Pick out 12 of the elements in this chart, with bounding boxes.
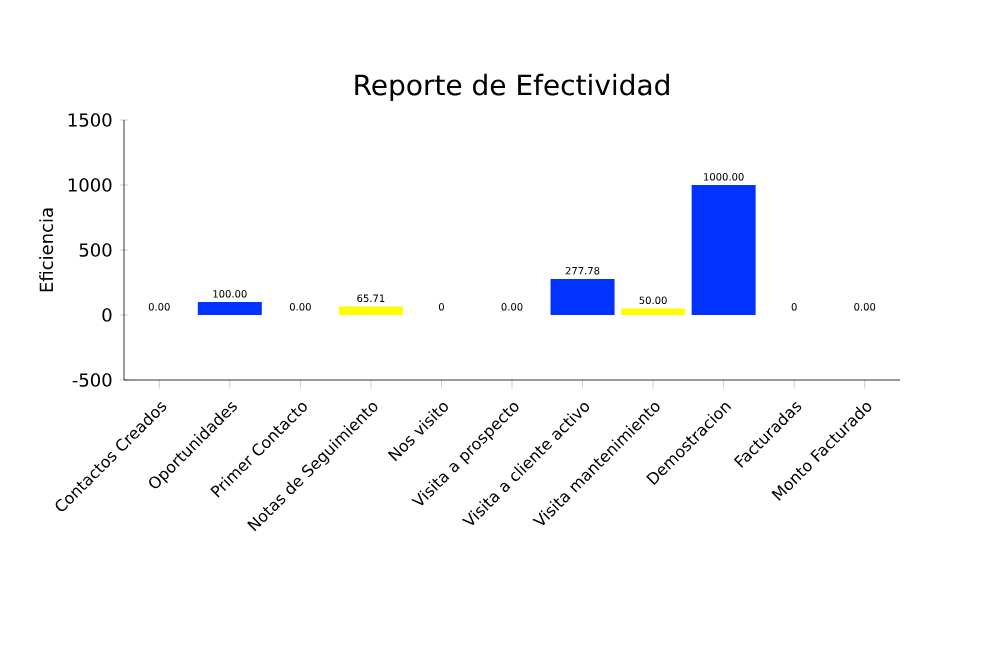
y-tick-label: 1500	[68, 113, 112, 127]
bar	[550, 278, 615, 315]
y-tick-label: 1000	[68, 178, 112, 192]
bar	[621, 308, 686, 315]
y-tick-label: -500	[72, 373, 112, 387]
chart-title: Reporte de Efectividad	[355, 73, 669, 101]
bar	[691, 185, 756, 315]
y-tick-label: 500	[79, 243, 112, 257]
y-tick-label: 0	[102, 308, 112, 322]
bar	[197, 302, 262, 315]
bar	[338, 306, 403, 315]
y-axis-title: Eficiencia	[39, 208, 54, 292]
